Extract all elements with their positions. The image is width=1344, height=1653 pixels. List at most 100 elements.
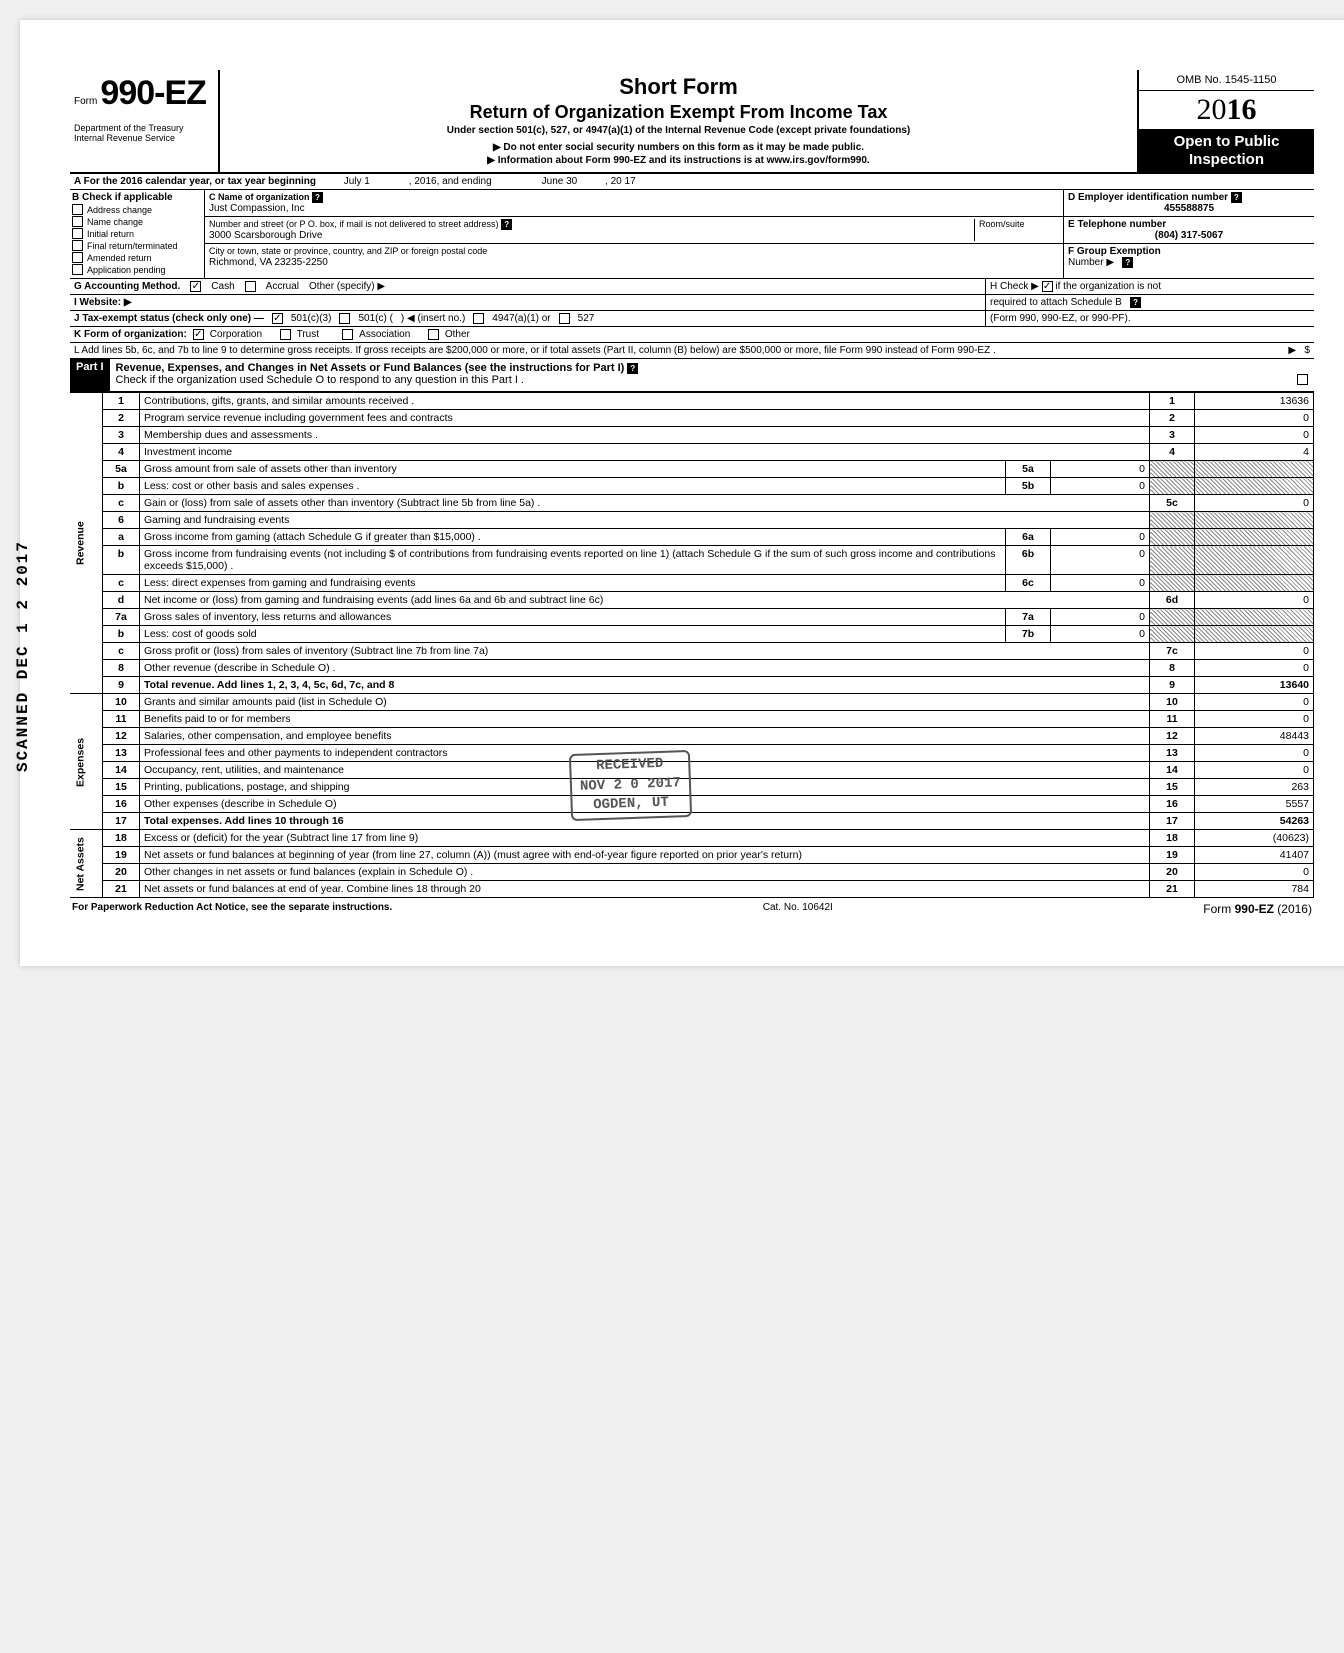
row-a-mid: , 2016, and ending — [409, 176, 492, 187]
check-4947[interactable] — [473, 313, 484, 324]
l-text: L Add lines 5b, 6c, and 7b to line 9 to … — [74, 345, 1282, 356]
trust-label: Trust — [297, 329, 319, 340]
row-desc: Gain or (loss) from sale of assets other… — [140, 495, 1150, 512]
row-num: 9 — [103, 677, 140, 694]
check-501c3[interactable] — [272, 313, 283, 324]
check-accrual[interactable] — [245, 281, 256, 292]
mid-val: 0 — [1051, 609, 1150, 626]
row-a-end: June 30 — [542, 176, 578, 187]
row-num: 1 — [103, 393, 140, 410]
right-num: 9 — [1150, 677, 1195, 694]
row-num: c — [103, 495, 140, 512]
mid-val: 0 — [1051, 575, 1150, 592]
right-val: 0 — [1195, 745, 1314, 762]
check-initial[interactable] — [72, 228, 83, 239]
right-val: 0 — [1195, 410, 1314, 427]
check-final[interactable] — [72, 240, 83, 251]
row-desc: Occupancy, rent, utilities, and maintena… — [140, 762, 1150, 779]
right-num: 20 — [1150, 864, 1195, 881]
right-num: 1 — [1150, 393, 1195, 410]
right-header-box: OMB No. 1545-1150 2016 Open to Public In… — [1137, 70, 1314, 172]
title-return: Return of Organization Exempt From Incom… — [228, 102, 1129, 123]
opt-insert: ) ◀ (insert no.) — [401, 313, 465, 324]
mid-val: 0 — [1051, 461, 1150, 478]
right-val: 48443 — [1195, 728, 1314, 745]
mid-val: 0 — [1051, 478, 1150, 495]
row-num: 7a — [103, 609, 140, 626]
check-501c[interactable] — [339, 313, 350, 324]
row-desc: Less: cost of goods sold — [140, 626, 1006, 643]
check-cash[interactable] — [190, 281, 201, 292]
footer-paperwork: For Paperwork Reduction Act Notice, see … — [72, 902, 392, 916]
row-num: c — [103, 575, 140, 592]
row-desc: Net assets or fund balances at beginning… — [140, 847, 1150, 864]
col-b-checkboxes: B Check if applicable Address change Nam… — [70, 190, 205, 278]
check-amended[interactable] — [72, 252, 83, 263]
row-num: 6 — [103, 512, 140, 529]
row-a-tax-year: A For the 2016 calendar year, or tax yea… — [70, 174, 1314, 190]
f-group-label: F Group Exemption — [1068, 246, 1161, 257]
label-amended: Amended return — [87, 253, 152, 263]
open-line2: Inspection — [1139, 151, 1314, 169]
right-val: 54263 — [1195, 813, 1314, 830]
right-val: (40623) — [1195, 830, 1314, 847]
row-desc: Gross income from fundraising events (no… — [140, 546, 1006, 575]
right-num: 11 — [1150, 711, 1195, 728]
right-num: 19 — [1150, 847, 1195, 864]
g-label: G Accounting Method. — [74, 281, 180, 292]
help-icon: ? — [1130, 297, 1141, 308]
right-val — [1195, 546, 1314, 575]
c-label: C Name of organization — [209, 192, 310, 202]
right-val: 0 — [1195, 427, 1314, 444]
phone-value: (804) 317-5067 — [1068, 230, 1310, 241]
side-netassets: Net Assets — [70, 830, 103, 898]
row-desc: Gaming and fundraising events — [140, 512, 1150, 529]
check-corp[interactable] — [193, 329, 204, 340]
footer-catno: Cat. No. 10642I — [763, 902, 833, 916]
check-trust[interactable] — [280, 329, 291, 340]
right-val — [1195, 461, 1314, 478]
right-num — [1150, 626, 1195, 643]
accrual-label: Accrual — [266, 281, 299, 292]
check-other[interactable] — [428, 329, 439, 340]
check-name[interactable] — [72, 216, 83, 227]
right-val: 0 — [1195, 864, 1314, 881]
right-val — [1195, 575, 1314, 592]
arrow-info: ▶ Information about Form 990-EZ and its … — [228, 155, 1129, 166]
check-address[interactable] — [72, 204, 83, 215]
right-num: 14 — [1150, 762, 1195, 779]
right-num: 18 — [1150, 830, 1195, 847]
right-num — [1150, 478, 1195, 495]
row-num: 14 — [103, 762, 140, 779]
mid-num: 5a — [1006, 461, 1051, 478]
right-num — [1150, 461, 1195, 478]
h-text: if the organization is not — [1055, 281, 1161, 292]
right-num: 13 — [1150, 745, 1195, 762]
mid-val: 0 — [1051, 546, 1150, 575]
addr-label: Number and street (or P O. box, if mail … — [209, 219, 498, 229]
mid-val: 0 — [1051, 626, 1150, 643]
check-schedule-o[interactable] — [1297, 374, 1308, 385]
check-pending[interactable] — [72, 264, 83, 275]
row-desc: Printing, publications, postage, and shi… — [140, 779, 1150, 796]
dept-treasury: Department of the Treasury — [74, 123, 214, 133]
right-val: 784 — [1195, 881, 1314, 898]
year-bold: 16 — [1227, 93, 1257, 126]
part-i-title: Revenue, Expenses, and Changes in Net As… — [116, 362, 625, 374]
row-num: b — [103, 546, 140, 575]
help-icon: ? — [501, 219, 512, 230]
row-desc: Grants and similar amounts paid (list in… — [140, 694, 1150, 711]
row-num: c — [103, 643, 140, 660]
check-h[interactable] — [1042, 281, 1053, 292]
right-num — [1150, 529, 1195, 546]
j-label: J Tax-exempt status (check only one) — — [74, 313, 264, 324]
assoc-label: Association — [359, 329, 410, 340]
row-num: 3 — [103, 427, 140, 444]
check-assoc[interactable] — [342, 329, 353, 340]
irs-label: Internal Revenue Service — [74, 133, 214, 143]
right-num: 3 — [1150, 427, 1195, 444]
check-527[interactable] — [559, 313, 570, 324]
col-d-right: D Employer identification number ? 45558… — [1064, 190, 1314, 278]
right-val: 4 — [1195, 444, 1314, 461]
year-prefix: 20 — [1197, 93, 1227, 126]
